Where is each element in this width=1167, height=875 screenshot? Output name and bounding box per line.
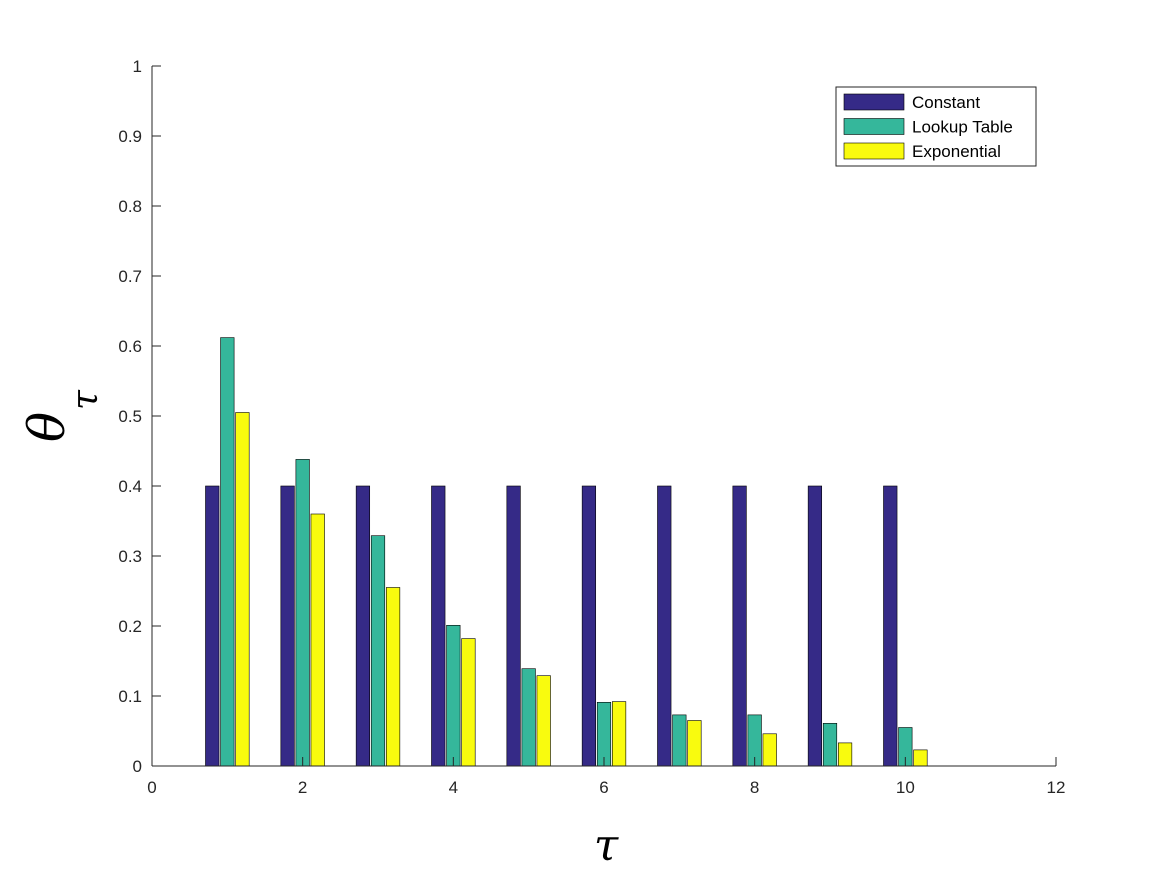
x-tick-label: 8: [750, 778, 759, 797]
bar-constant-1: [205, 485, 220, 767]
y-axis-label-subscript: τ: [65, 389, 106, 410]
bar-exponential-7: [687, 720, 702, 767]
x-tick-label: 10: [896, 778, 915, 797]
legend-label-exponential: Exponential: [912, 142, 1001, 161]
x-tick-label: 2: [298, 778, 307, 797]
bar-lookup-table-5: [521, 668, 536, 767]
bar-constant-8: [732, 485, 747, 767]
y-tick-label: 0: [133, 757, 142, 776]
y-axis-label: θ: [18, 412, 76, 442]
bar-exponential-10: [913, 749, 928, 767]
y-tick-label: 0.1: [118, 687, 142, 706]
legend-label-lookup-table: Lookup Table: [912, 118, 1013, 137]
bar-exponential-6: [611, 701, 627, 767]
y-tick-label: 0.8: [118, 197, 142, 216]
y-tick-label: 1: [133, 57, 142, 76]
bar-exponential-5: [536, 675, 551, 767]
bar-exponential-2: [310, 513, 325, 767]
x-tick-label: 6: [599, 778, 608, 797]
x-tick-label: 12: [1047, 778, 1066, 797]
legend-swatch-exponential: [843, 142, 905, 160]
bar-lookup-table-1: [220, 337, 235, 767]
bar-lookup-table-7: [672, 714, 687, 767]
bar-constant-6: [581, 485, 597, 767]
bar-exponential-8: [762, 733, 777, 767]
y-tick-label: 0.7: [118, 267, 142, 286]
legend-label-constant: Constant: [912, 93, 980, 112]
y-tick-label: 0.3: [118, 547, 142, 566]
bar-lookup-table-4: [446, 624, 461, 767]
y-tick-label: 0.9: [118, 127, 142, 146]
bar-constant-9: [807, 485, 823, 767]
legend-swatch-lookup-table: [843, 118, 905, 135]
bar-exponential-1: [235, 412, 250, 767]
bar-exponential-3: [385, 587, 401, 767]
bar-exponential-9: [837, 742, 853, 767]
bar-constant-7: [657, 485, 672, 767]
bar-lookup-table-6: [596, 701, 612, 767]
x-axis-label: τ: [594, 820, 619, 871]
legend: Constant Lookup Table Exponential: [835, 86, 1037, 167]
x-tick-label: 0: [147, 778, 156, 797]
axis-labels: τθτ: [18, 389, 619, 871]
bar-constant-4: [431, 485, 446, 767]
bar-lookup-table-3: [370, 535, 386, 767]
x-tick-label: 4: [449, 778, 458, 797]
bar-exponential-4: [461, 638, 476, 767]
bars-layer: [205, 337, 928, 767]
bar-lookup-table-9: [822, 722, 838, 767]
bar-constant-2: [280, 485, 295, 767]
axes-layer: 00.10.20.30.40.50.60.70.80.910 2 4 6 8 10 12: [118, 57, 1065, 797]
y-tick-label: 0.2: [118, 617, 142, 636]
bar-constant-3: [355, 485, 371, 767]
legend-swatch-constant: [843, 93, 905, 111]
y-tick-label: 0.5: [118, 407, 142, 426]
bar-constant-5: [506, 485, 521, 767]
y-tick-label: 0.6: [118, 337, 142, 356]
y-tick-label: 0.4: [118, 477, 142, 496]
bar-constant-10: [883, 485, 898, 767]
bar-lookup-table-2: [295, 459, 310, 767]
